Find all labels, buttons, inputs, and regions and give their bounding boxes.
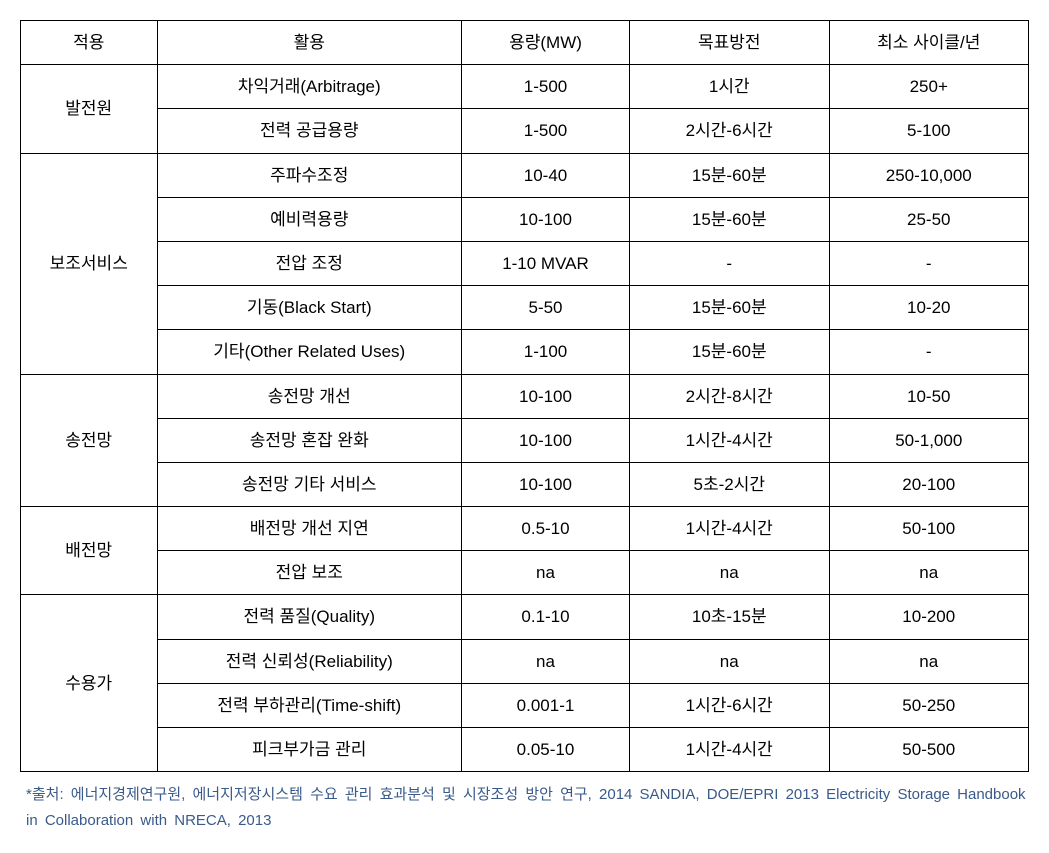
table-row: 예비력용량10-10015분-60분25-50 xyxy=(21,197,1029,241)
cycle-cell: 25-50 xyxy=(829,197,1029,241)
header-capacity: 용량(MW) xyxy=(462,21,630,65)
target-cell: 10초-15분 xyxy=(630,595,830,639)
target-cell: 2시간-6시간 xyxy=(630,109,830,153)
cycle-cell: 250-10,000 xyxy=(829,153,1029,197)
group-cell: 보조서비스 xyxy=(21,153,158,374)
capacity-cell: 10-100 xyxy=(462,374,630,418)
capacity-cell: 10-100 xyxy=(462,418,630,462)
cycle-cell: - xyxy=(829,330,1029,374)
target-cell: 1시간-4시간 xyxy=(630,507,830,551)
use-cell: 송전망 기타 서비스 xyxy=(157,462,462,506)
header-application: 적용 xyxy=(21,21,158,65)
target-cell: 1시간-4시간 xyxy=(630,418,830,462)
use-cell: 차익거래(Arbitrage) xyxy=(157,65,462,109)
capacity-cell: 10-100 xyxy=(462,197,630,241)
target-cell: 1시간 xyxy=(630,65,830,109)
use-cell: 전력 공급용량 xyxy=(157,109,462,153)
group-cell: 발전원 xyxy=(21,65,158,153)
table-row: 전압 보조nanana xyxy=(21,551,1029,595)
cycle-cell: 50-250 xyxy=(829,683,1029,727)
target-cell: 1시간-6시간 xyxy=(630,683,830,727)
target-cell: na xyxy=(630,551,830,595)
use-cell: 전압 보조 xyxy=(157,551,462,595)
cycle-cell: 5-100 xyxy=(829,109,1029,153)
use-cell: 전압 조정 xyxy=(157,241,462,285)
capacity-cell: 1-500 xyxy=(462,65,630,109)
cycle-cell: 10-50 xyxy=(829,374,1029,418)
table-row: 수용가전력 품질(Quality)0.1-1010초-15분10-200 xyxy=(21,595,1029,639)
table-row: 송전망 기타 서비스10-1005초-2시간20-100 xyxy=(21,462,1029,506)
target-cell: 15분-60분 xyxy=(630,153,830,197)
source-footnote: *출처: 에너지경제연구원, 에너지저장시스템 수요 관리 효과분석 및 시장조… xyxy=(20,782,1029,833)
table-row: 발전원차익거래(Arbitrage)1-5001시간250+ xyxy=(21,65,1029,109)
capacity-cell: 0.1-10 xyxy=(462,595,630,639)
use-cell: 전력 신뢰성(Reliability) xyxy=(157,639,462,683)
cycle-cell: 10-20 xyxy=(829,286,1029,330)
cycle-cell: 50-500 xyxy=(829,728,1029,772)
table-row: 배전망배전망 개선 지연0.5-101시간-4시간50-100 xyxy=(21,507,1029,551)
use-cell: 배전망 개선 지연 xyxy=(157,507,462,551)
capacity-cell: 10-100 xyxy=(462,462,630,506)
capacity-cell: na xyxy=(462,551,630,595)
capacity-cell: 1-10 MVAR xyxy=(462,241,630,285)
table-row: 보조서비스주파수조정10-4015분-60분250-10,000 xyxy=(21,153,1029,197)
table-row: 전력 부하관리(Time-shift)0.001-11시간-6시간50-250 xyxy=(21,683,1029,727)
target-cell: - xyxy=(630,241,830,285)
capacity-cell: na xyxy=(462,639,630,683)
table-row: 송전망송전망 개선10-1002시간-8시간10-50 xyxy=(21,374,1029,418)
use-cell: 송전망 혼잡 완화 xyxy=(157,418,462,462)
target-cell: 15분-60분 xyxy=(630,286,830,330)
table-row: 전압 조정1-10 MVAR-- xyxy=(21,241,1029,285)
group-cell: 송전망 xyxy=(21,374,158,507)
table-body: 발전원차익거래(Arbitrage)1-5001시간250+전력 공급용량1-5… xyxy=(21,65,1029,772)
use-cell: 전력 부하관리(Time-shift) xyxy=(157,683,462,727)
capacity-cell: 0.5-10 xyxy=(462,507,630,551)
capacity-cell: 5-50 xyxy=(462,286,630,330)
table-row: 전력 신뢰성(Reliability)nanana xyxy=(21,639,1029,683)
use-cell: 피크부가금 관리 xyxy=(157,728,462,772)
cycle-cell: 20-100 xyxy=(829,462,1029,506)
table-row: 피크부가금 관리0.05-101시간-4시간50-500 xyxy=(21,728,1029,772)
cycle-cell: 250+ xyxy=(829,65,1029,109)
capacity-cell: 0.001-1 xyxy=(462,683,630,727)
cycle-cell: - xyxy=(829,241,1029,285)
cycle-cell: 50-100 xyxy=(829,507,1029,551)
cycle-cell: na xyxy=(829,551,1029,595)
capacity-cell: 1-500 xyxy=(462,109,630,153)
use-cell: 기타(Other Related Uses) xyxy=(157,330,462,374)
table-row: 기타(Other Related Uses)1-10015분-60분- xyxy=(21,330,1029,374)
use-cell: 예비력용량 xyxy=(157,197,462,241)
capacity-cell: 10-40 xyxy=(462,153,630,197)
group-cell: 배전망 xyxy=(21,507,158,595)
target-cell: 15분-60분 xyxy=(630,197,830,241)
table-row: 전력 공급용량1-5002시간-6시간5-100 xyxy=(21,109,1029,153)
group-cell: 수용가 xyxy=(21,595,158,772)
target-cell: 15분-60분 xyxy=(630,330,830,374)
table-row: 송전망 혼잡 완화10-1001시간-4시간50-1,000 xyxy=(21,418,1029,462)
target-cell: 2시간-8시간 xyxy=(630,374,830,418)
header-target: 목표방전 xyxy=(630,21,830,65)
use-cell: 기동(Black Start) xyxy=(157,286,462,330)
cycle-cell: 50-1,000 xyxy=(829,418,1029,462)
cycle-cell: 10-200 xyxy=(829,595,1029,639)
target-cell: 1시간-4시간 xyxy=(630,728,830,772)
target-cell: na xyxy=(630,639,830,683)
energy-storage-table: 적용 활용 용량(MW) 목표방전 최소 사이클/년 발전원차익거래(Arbit… xyxy=(20,20,1029,772)
header-use: 활용 xyxy=(157,21,462,65)
use-cell: 전력 품질(Quality) xyxy=(157,595,462,639)
capacity-cell: 1-100 xyxy=(462,330,630,374)
table-header-row: 적용 활용 용량(MW) 목표방전 최소 사이클/년 xyxy=(21,21,1029,65)
table-row: 기동(Black Start)5-5015분-60분10-20 xyxy=(21,286,1029,330)
capacity-cell: 0.05-10 xyxy=(462,728,630,772)
use-cell: 주파수조정 xyxy=(157,153,462,197)
header-cycle: 최소 사이클/년 xyxy=(829,21,1029,65)
target-cell: 5초-2시간 xyxy=(630,462,830,506)
cycle-cell: na xyxy=(829,639,1029,683)
use-cell: 송전망 개선 xyxy=(157,374,462,418)
